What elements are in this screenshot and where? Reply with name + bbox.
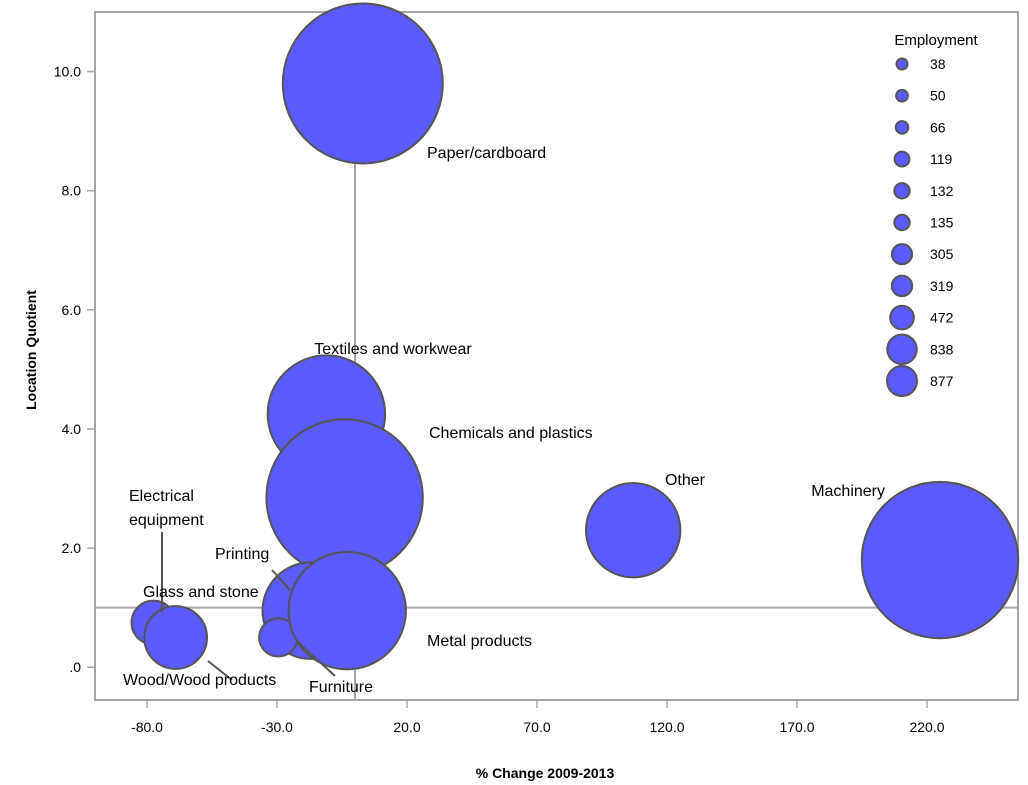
leader-line (207, 660, 233, 681)
x-tick-label: -30.0 (261, 719, 293, 735)
bubble-label: Paper/cardboard (427, 145, 546, 162)
x-axis: -80.0 -30.0 20.0 70.0 120.0 170.0 220.0 (131, 700, 945, 735)
legend-marker (893, 213, 911, 232)
legend-marker (894, 120, 910, 135)
y-tick-label: 6.0 (62, 302, 82, 318)
leader-lines (161, 532, 336, 681)
x-tick-label: 220.0 (909, 719, 944, 735)
bubble-label: Glass and stone (143, 584, 259, 601)
bubble-glass-and-stone (143, 605, 208, 670)
legend-marker (890, 274, 914, 298)
legend-label: 119 (930, 151, 953, 167)
x-tick-label: 70.0 (523, 719, 550, 735)
x-tick-label: 120.0 (649, 719, 684, 735)
x-tick-label: 170.0 (779, 719, 814, 735)
legend-label: 472 (930, 310, 954, 326)
legend-marker (889, 304, 915, 331)
x-tick-label: 20.0 (393, 719, 420, 735)
bubble-other (585, 482, 682, 579)
bubble-paper-cardboard (281, 2, 444, 165)
y-tick-label: 8.0 (62, 183, 82, 199)
bubble-labels: Paper/cardboard Textiles and workwear Chem… (123, 145, 885, 696)
bubble-label: Furniture (309, 679, 373, 696)
x-axis-title: % Change 2009-2013 (476, 765, 615, 781)
legend-label: 838 (930, 341, 954, 357)
legend: Employment 38 50 66 119 132 135 305 319 472 838 877 (886, 32, 979, 397)
bubble-label: Machinery (811, 483, 885, 500)
y-tick-label: 10.0 (54, 64, 81, 80)
y-axis: .0 2.0 4.0 6.0 8.0 10.0 (54, 64, 95, 675)
legend-label: 877 (930, 373, 954, 389)
legend-label: 38 (930, 56, 946, 72)
bubble-label: Wood/Wood products (123, 672, 276, 689)
y-axis-title: Location Quotient (23, 290, 39, 410)
bubble-label: Textiles and workwear (314, 341, 472, 358)
x-tick-label: -80.0 (131, 719, 163, 735)
y-tick-label: .0 (69, 659, 81, 675)
legend-marker (886, 333, 918, 366)
bubbles (130, 2, 1020, 671)
plot-frame (94, 11, 1019, 701)
bubble-label: Electrical (129, 488, 194, 505)
y-tick-label: 2.0 (62, 540, 82, 556)
bubble-metal-products (287, 550, 407, 671)
bubble-label: equipment (129, 512, 204, 529)
legend-marker (886, 365, 918, 397)
legend-marker (893, 150, 911, 168)
legend-label: 305 (930, 246, 954, 262)
bubble-label: Chemicals and plastics (429, 425, 593, 442)
leader-line (297, 641, 336, 677)
legend-label: 135 (930, 215, 954, 231)
bubble-machinery (860, 480, 1020, 640)
legend-label: 132 (930, 183, 954, 199)
bubble-label: Printing (215, 546, 269, 563)
legend-marker (895, 57, 909, 71)
bubble-label: Metal products (427, 633, 532, 650)
legend-label: 319 (930, 278, 954, 294)
bubble-label: Other (665, 472, 706, 489)
legend-marker (893, 182, 911, 200)
y-tick-label: 4.0 (62, 421, 82, 437)
legend-label: 66 (930, 119, 946, 135)
legend-marker (890, 243, 914, 266)
leader-line (271, 569, 291, 591)
legend-marker (895, 88, 909, 103)
legend-label: 50 (930, 88, 946, 104)
legend-title: Employment (894, 32, 978, 49)
